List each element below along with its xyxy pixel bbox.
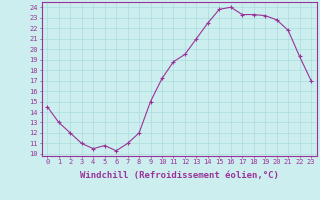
X-axis label: Windchill (Refroidissement éolien,°C): Windchill (Refroidissement éolien,°C) [80, 171, 279, 180]
